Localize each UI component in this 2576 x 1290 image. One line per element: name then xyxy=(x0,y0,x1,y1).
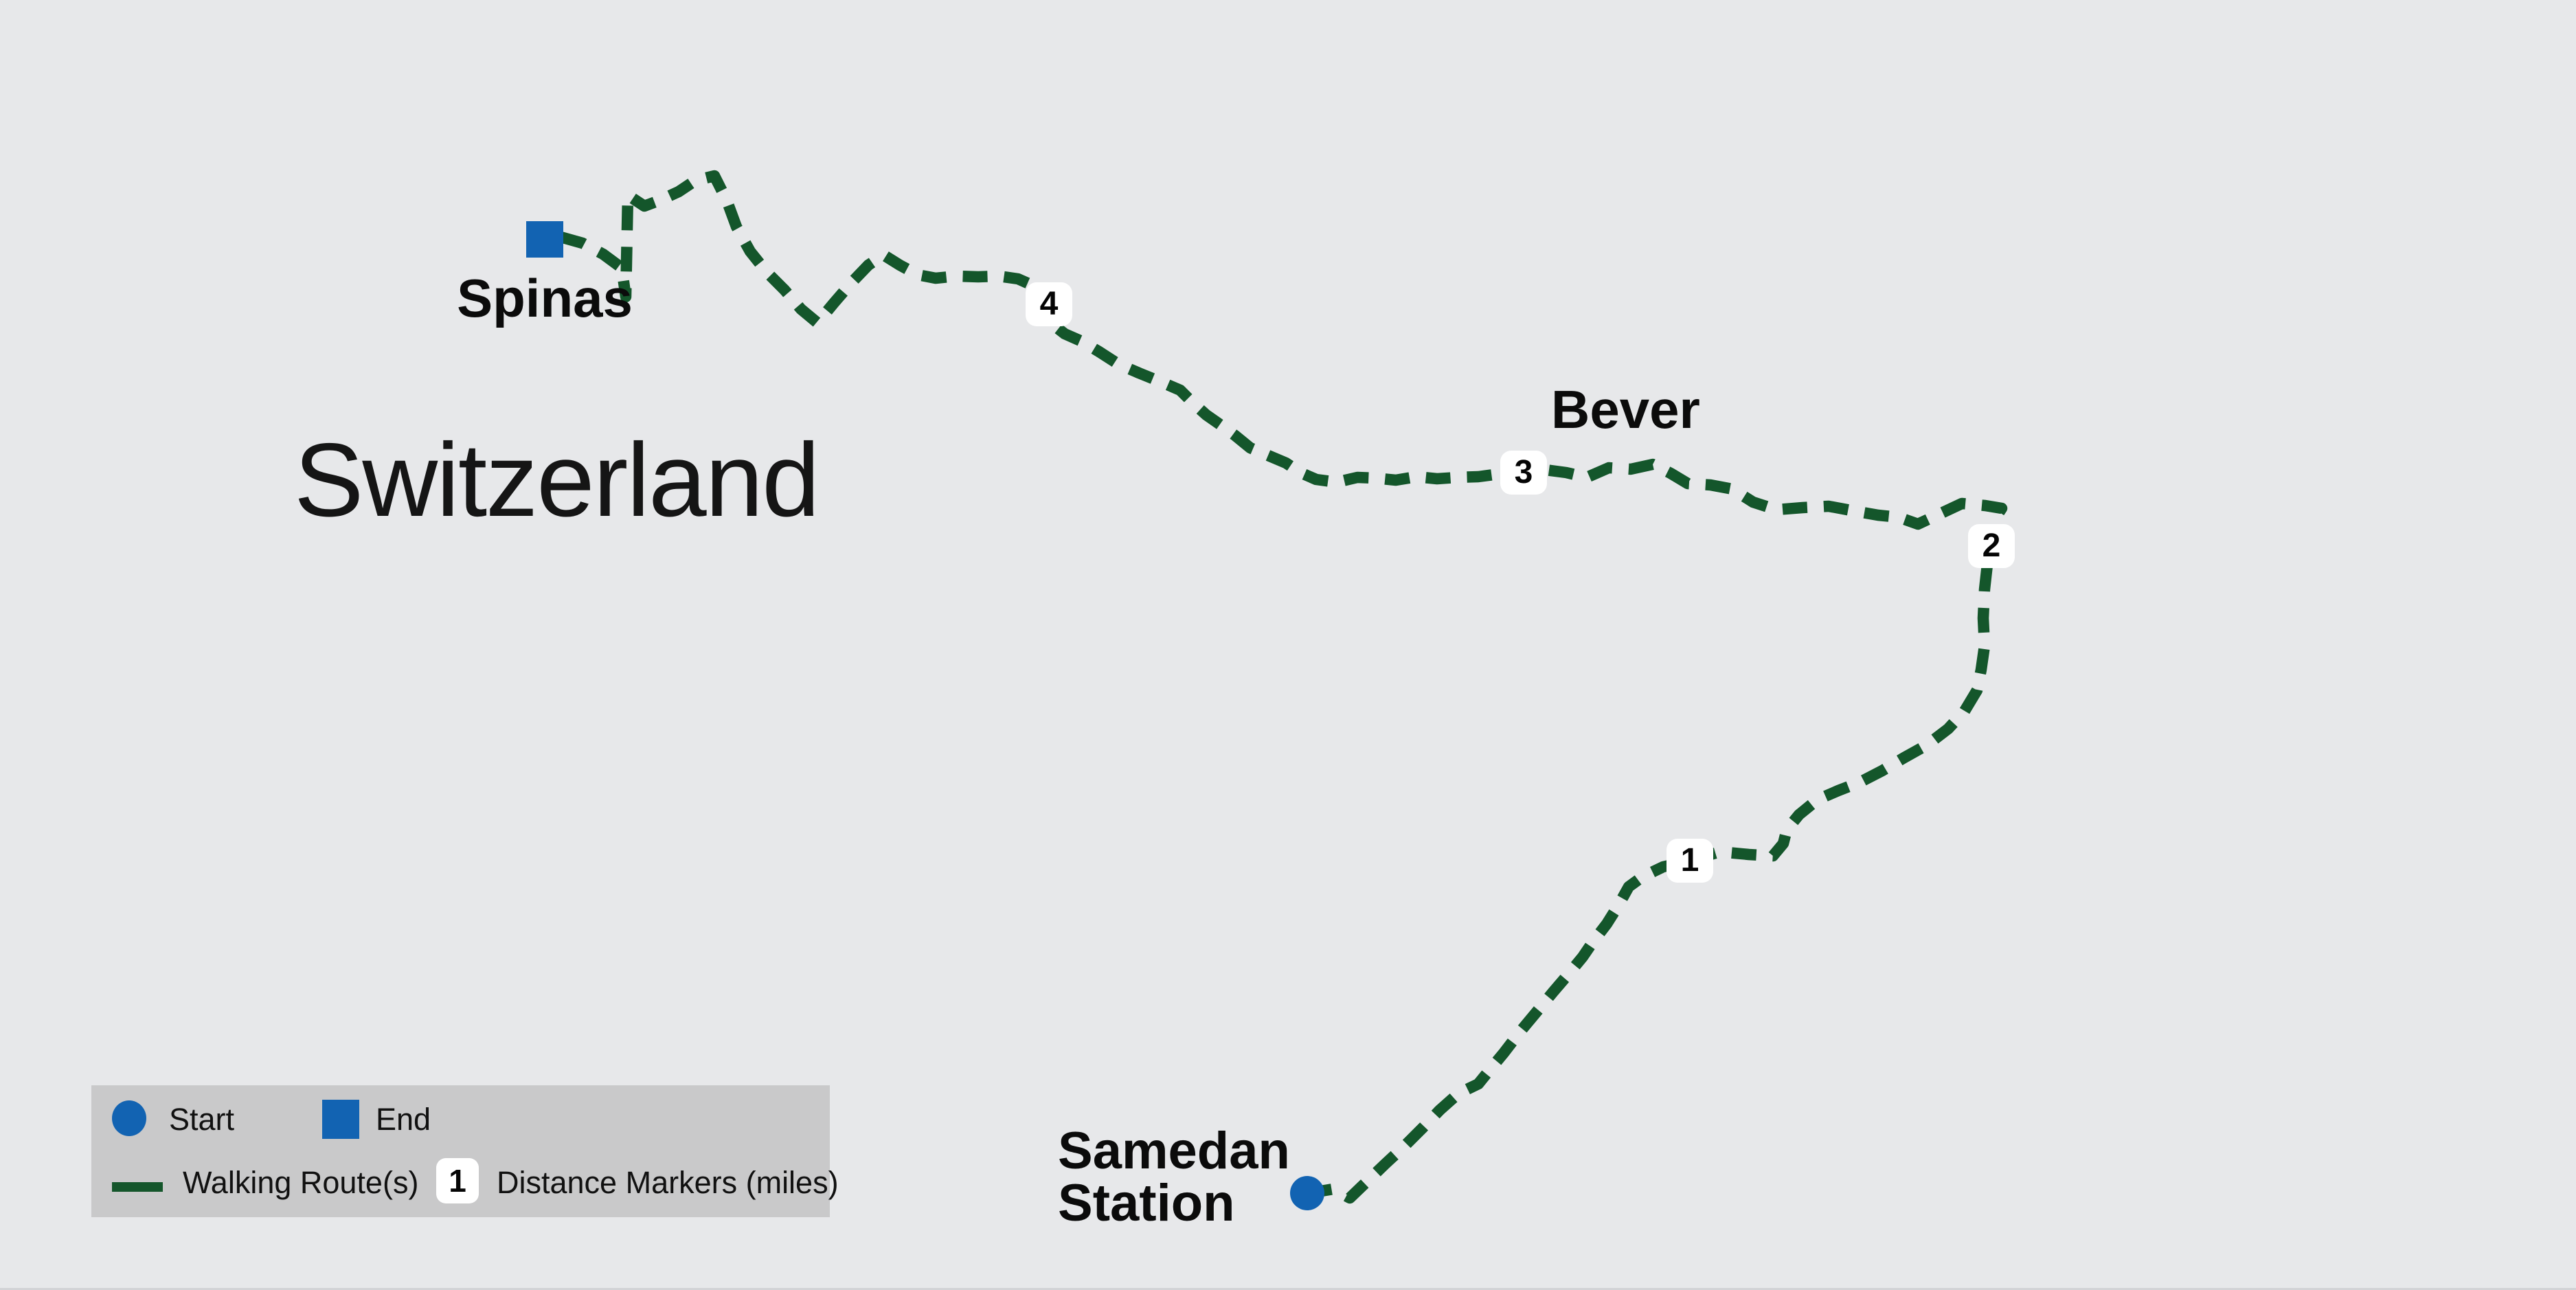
country-label: Switzerland xyxy=(294,422,820,539)
distance-marker-1-number: 1 xyxy=(1680,842,1699,879)
legend-route-label: Walking Route(s) xyxy=(183,1165,419,1200)
distance-marker-2: 2 xyxy=(1968,524,2015,568)
legend-distance-marker-number: 1 xyxy=(449,1163,466,1199)
legend-end-label: End xyxy=(376,1102,431,1137)
distance-marker-3: 3 xyxy=(1500,451,1547,495)
place-label-samedan-station: Samedan Station xyxy=(1058,1125,1290,1230)
distance-marker-4: 4 xyxy=(1026,282,1072,326)
samedan-label-line2: Station xyxy=(1058,1174,1235,1232)
start-marker-circle xyxy=(1290,1176,1324,1210)
legend: Start End Walking Route(s) 1 Distance Ma… xyxy=(91,1085,839,1217)
distance-marker-2-number: 2 xyxy=(1982,528,2001,564)
place-label-spinas: Spinas xyxy=(457,268,633,328)
legend-distance-markers-label: Distance Markers (miles) xyxy=(497,1165,839,1200)
place-label-bever: Bever xyxy=(1551,379,1700,440)
legend-start-icon xyxy=(112,1100,146,1136)
distance-marker-1: 1 xyxy=(1667,839,1713,883)
legend-route-icon xyxy=(112,1182,163,1192)
distance-marker-3-number: 3 xyxy=(1514,454,1533,490)
end-marker-square xyxy=(526,221,563,258)
distance-marker-4-number: 4 xyxy=(1039,286,1059,322)
walking-route-path xyxy=(558,170,2008,1204)
legend-start-label: Start xyxy=(169,1102,235,1137)
samedan-label-line1: Samedan xyxy=(1058,1122,1290,1180)
legend-distance-marker-icon: 1 xyxy=(436,1158,479,1203)
legend-end-icon xyxy=(322,1100,359,1139)
